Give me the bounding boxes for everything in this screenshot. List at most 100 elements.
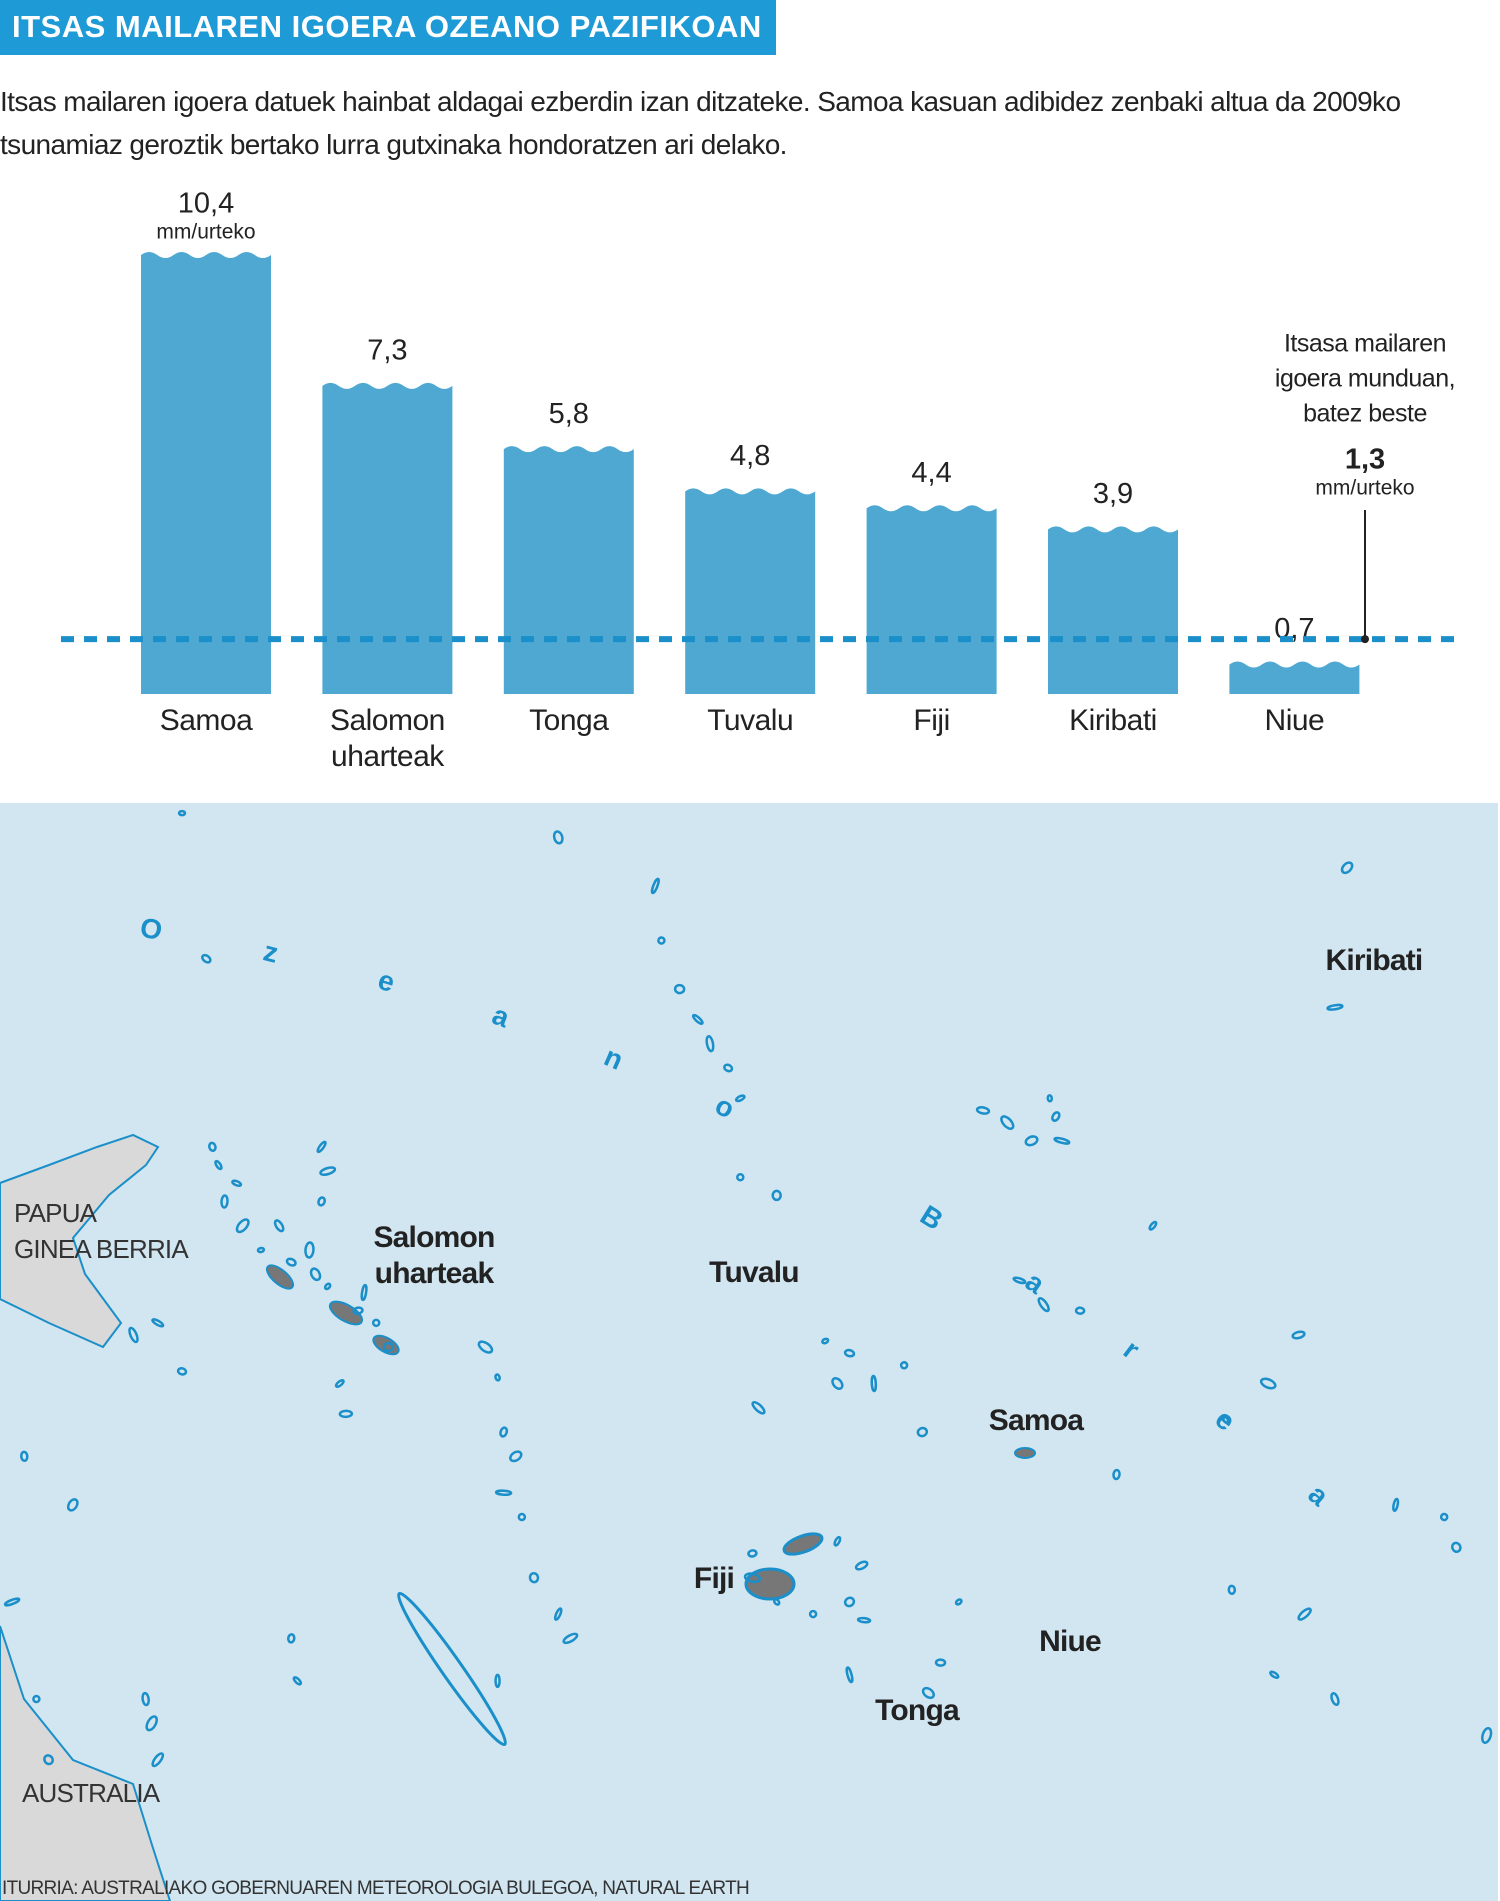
island (751, 1400, 766, 1415)
island (286, 1633, 296, 1644)
island (705, 1035, 715, 1053)
island (854, 1560, 869, 1571)
island (292, 1676, 303, 1686)
island (845, 1666, 854, 1684)
island (352, 1306, 364, 1316)
island (235, 1218, 250, 1234)
reference-text: igoera munduan, (1275, 365, 1455, 393)
reference-dot (1361, 635, 1369, 644)
bar (322, 382, 453, 694)
island (734, 1094, 746, 1103)
island (371, 1318, 381, 1328)
island-new-caledonia (397, 1591, 507, 1747)
island (843, 1348, 856, 1358)
island-solomon (328, 1300, 364, 1326)
island-samoa (1014, 1447, 1036, 1459)
value-label: 7,3 (367, 335, 407, 367)
island (1340, 861, 1354, 875)
land-label: GINEA BERRIA (14, 1234, 189, 1264)
x-tick-label: Tuvalu (707, 704, 794, 737)
island-label: Kiribati (1326, 944, 1423, 977)
island (856, 1616, 872, 1624)
island (20, 1450, 29, 1463)
land-label: PAPUA (14, 1198, 98, 1228)
bar (866, 505, 997, 694)
island (808, 1609, 818, 1619)
island (772, 1598, 781, 1606)
island (899, 1361, 909, 1370)
land-label: AUSTRALIA (22, 1778, 161, 1808)
island (743, 1572, 762, 1584)
island-label: Fiji (694, 1562, 734, 1595)
island (1450, 1541, 1462, 1554)
island (843, 1596, 856, 1608)
island (319, 1166, 337, 1176)
island (1227, 1584, 1237, 1596)
island (304, 1241, 315, 1259)
value-label: 10,4 (178, 188, 234, 220)
map-background (0, 803, 1498, 1901)
island (747, 1549, 758, 1558)
island (145, 1715, 158, 1732)
island (509, 1450, 523, 1463)
island (494, 1673, 501, 1689)
island (66, 1498, 79, 1512)
island-label: Tonga (875, 1694, 960, 1727)
x-tick-label: Niue (1264, 704, 1325, 737)
x-tick-label: Kiribati (1069, 704, 1157, 737)
island (552, 830, 564, 845)
island (231, 1179, 243, 1187)
island (151, 1318, 165, 1328)
island (1222, 1415, 1230, 1424)
island (3, 1597, 21, 1607)
bar (503, 446, 634, 694)
island (317, 1196, 326, 1207)
island (562, 1632, 579, 1645)
x-tick-label: Tonga (529, 704, 609, 737)
island (1053, 1136, 1071, 1145)
island (1000, 1115, 1015, 1130)
island (208, 1141, 217, 1153)
reference-value: 1,3 (1345, 444, 1385, 476)
reference-text: batez beste (1303, 400, 1427, 428)
island (821, 1337, 830, 1345)
island (1051, 1111, 1061, 1122)
island (1024, 1135, 1039, 1147)
source: ITURRIA: AUSTRALIAKO GOBERNUAREN METEORO… (2, 1878, 749, 1899)
island (338, 1409, 354, 1419)
island (177, 809, 187, 817)
island-label: uharteak (375, 1257, 495, 1290)
island (323, 1282, 332, 1291)
island (176, 1367, 188, 1376)
island (1112, 1468, 1121, 1481)
island (1269, 1670, 1280, 1679)
island (650, 877, 660, 895)
island (1074, 1306, 1086, 1315)
island (833, 1535, 842, 1547)
island (151, 1752, 165, 1768)
bar (1229, 661, 1360, 694)
island-label: Salomon (373, 1221, 494, 1254)
subtitle: Itsas mailaren igoera datuek hainbat ald… (0, 86, 1401, 160)
island-label: Tuvalu (709, 1256, 799, 1289)
island-label: Niue (1039, 1625, 1101, 1658)
island (334, 1379, 345, 1388)
island (316, 1140, 327, 1154)
island (691, 1013, 704, 1025)
island (1037, 1296, 1050, 1313)
island (256, 1246, 266, 1254)
island-solomon (265, 1264, 295, 1290)
island (382, 1341, 395, 1353)
island (528, 1571, 540, 1584)
bar (1048, 526, 1178, 694)
island (921, 1686, 935, 1700)
reference-unit: mm/urteko (1315, 477, 1414, 500)
island (201, 953, 212, 964)
island (916, 1426, 929, 1438)
island (220, 1194, 229, 1209)
island (1148, 1220, 1158, 1231)
island (494, 1489, 513, 1497)
land-australia (0, 1625, 172, 1901)
